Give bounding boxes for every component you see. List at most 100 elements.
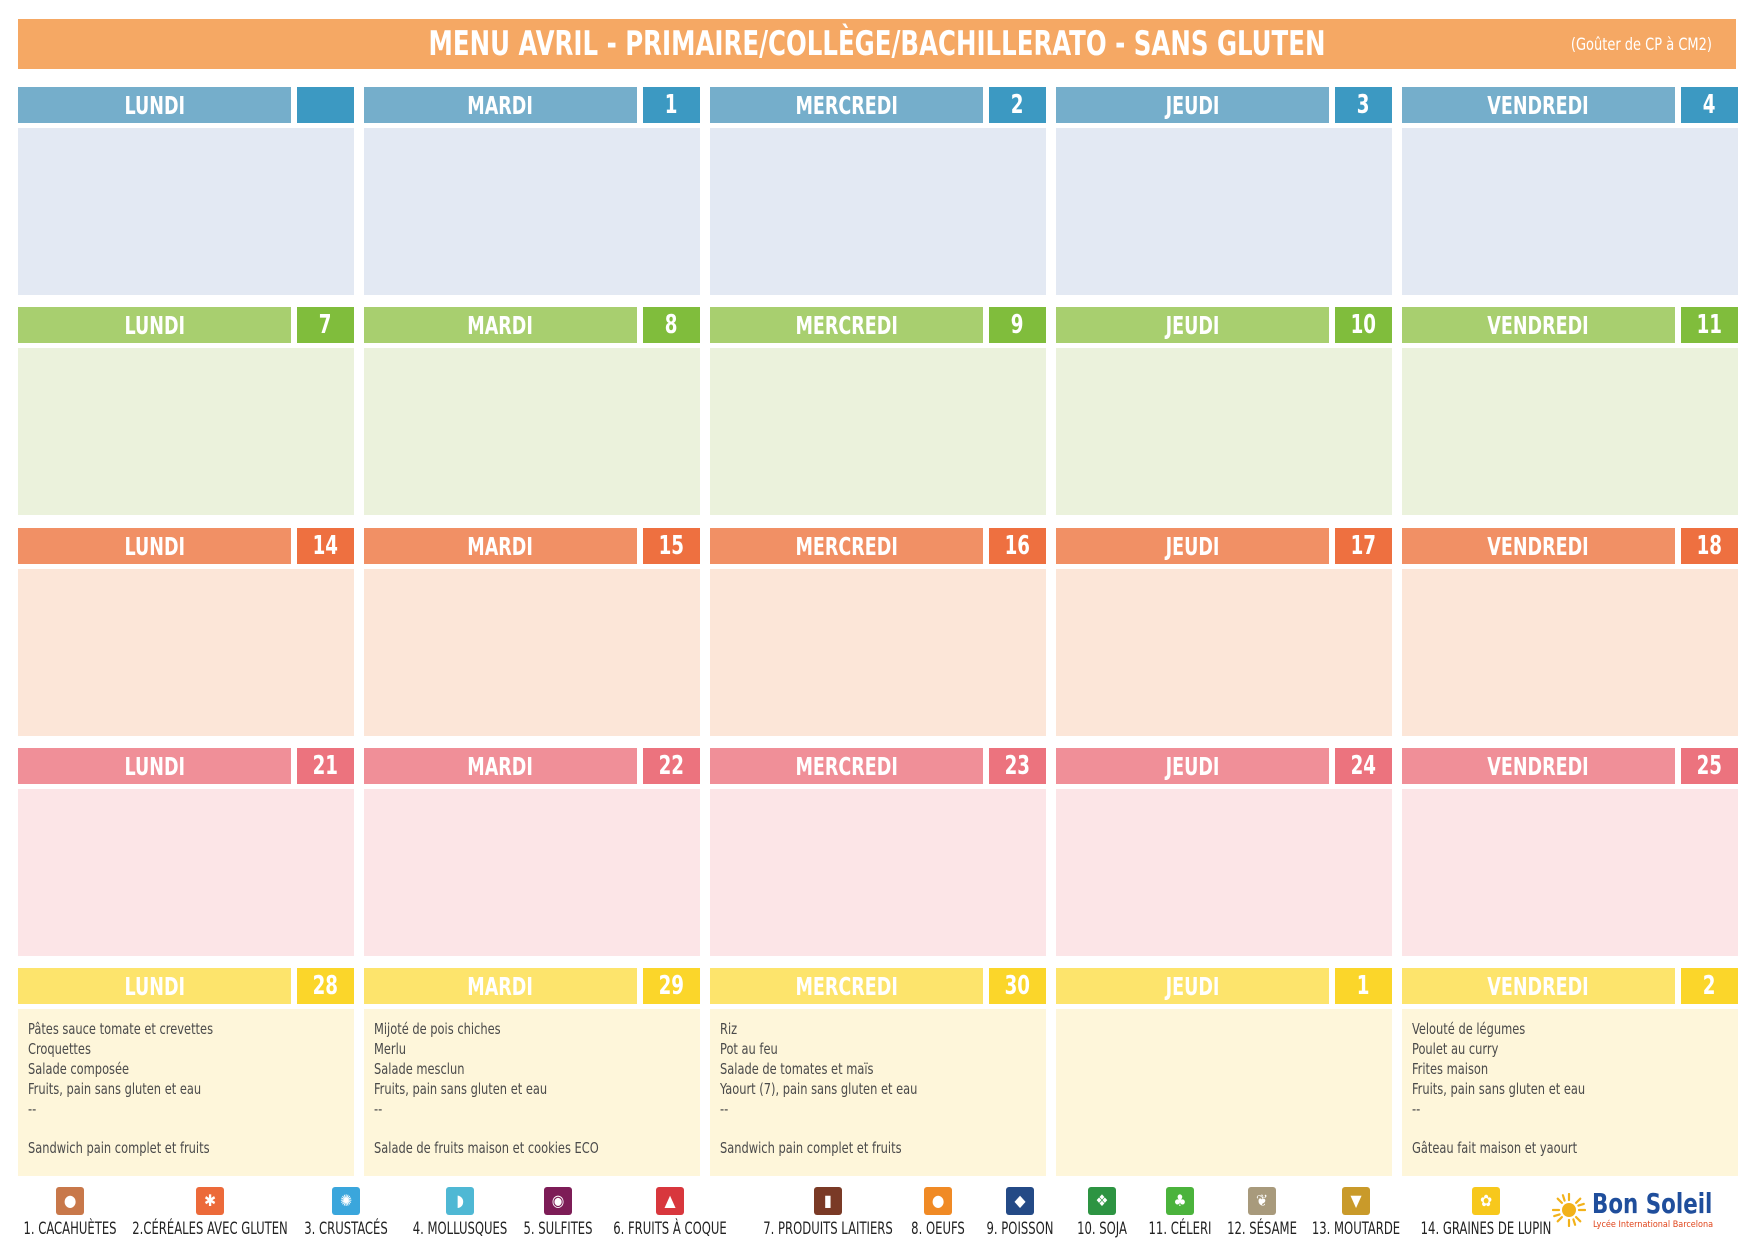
menu-item: Velouté de légumes xyxy=(1412,1020,1526,1038)
day-menu xyxy=(364,128,700,295)
mustard-icon: ▼ xyxy=(1342,1187,1370,1215)
allergen-label: 14. GRAINES DE LUPIN xyxy=(1420,1219,1552,1239)
menu-item: Pâtes sauce tomate et crevettes xyxy=(28,1020,214,1038)
allergen-label: 6. FRUITS À COQUE xyxy=(613,1219,727,1239)
allergen-label: 10. SOJA xyxy=(1077,1219,1127,1239)
menu-calendar: LUNDI MARDI 1 MERCREDI 2 JEUDI 3 VENDREDI 4 LUNDI… xyxy=(18,87,1738,1176)
sun-icon xyxy=(1552,1193,1586,1227)
peanut-icon: ● xyxy=(56,1187,84,1215)
day-menu xyxy=(18,128,354,295)
day-number-value: 9 xyxy=(1011,310,1024,340)
day-number: 16 xyxy=(989,528,1046,564)
day-number: 17 xyxy=(1335,528,1392,564)
day-header: MARDI xyxy=(364,307,637,343)
day-header: JEUDI xyxy=(1056,748,1329,784)
day-menu xyxy=(1056,348,1392,515)
day-number-value: 29 xyxy=(658,971,685,1001)
day-number-value: 15 xyxy=(658,531,685,561)
day-number: 30 xyxy=(989,968,1046,1004)
day-menu: Velouté de légumes Poulet au curry Frites … xyxy=(1402,1009,1738,1176)
eggs-icon: ● xyxy=(924,1187,952,1215)
day-number: 11 xyxy=(1681,307,1738,343)
day-number: 10 xyxy=(1335,307,1392,343)
day-header: VENDREDI xyxy=(1402,748,1675,784)
day-number xyxy=(297,87,354,123)
day-menu xyxy=(1402,569,1738,736)
day-header: MARDI xyxy=(364,968,637,1004)
menu-item: Fruits, pain sans gluten et eau xyxy=(1412,1080,1586,1098)
day-number-value: 18 xyxy=(1696,531,1723,561)
day-menu xyxy=(1056,569,1392,736)
day-number-value: 8 xyxy=(665,310,678,340)
day-number-value: 22 xyxy=(658,751,685,781)
wheat-icon: ✱ xyxy=(196,1187,224,1215)
day-header: VENDREDI xyxy=(1402,528,1675,564)
sulfite-icon: ◉ xyxy=(544,1187,572,1215)
menu-item: Fruits, pain sans gluten et eau xyxy=(28,1080,202,1098)
day-name: JEUDI xyxy=(1165,91,1220,120)
day-name: JEUDI xyxy=(1165,752,1220,781)
day-header: JEUDI xyxy=(1056,968,1329,1004)
menu-item: Frites maison xyxy=(1412,1060,1489,1078)
day-number: 3 xyxy=(1335,87,1392,123)
lupin-icon: ✿ xyxy=(1472,1187,1500,1215)
allergen-label: 4. MOLLUSQUES xyxy=(412,1219,508,1239)
day-number: 21 xyxy=(297,748,354,784)
title-bar: MENU AVRIL - PRIMAIRE/COLLÈGE/BACHILLERA… xyxy=(18,19,1736,69)
menu-item: -- xyxy=(28,1100,37,1118)
day-menu: Riz Pot au feu Salade de tomates et maïs Ya… xyxy=(710,1009,1046,1176)
day-header: LUNDI xyxy=(18,307,291,343)
day-name: MERCREDI xyxy=(795,311,898,340)
day-header: LUNDI xyxy=(18,748,291,784)
day-menu xyxy=(710,789,1046,956)
brand-tagline: Lycée International Barcelona xyxy=(1593,1220,1714,1230)
menu-item: Croquettes xyxy=(28,1040,91,1058)
day-menu xyxy=(1056,128,1392,295)
day-name: VENDREDI xyxy=(1487,311,1590,340)
menu-item: -- xyxy=(1412,1100,1421,1118)
day-number: 9 xyxy=(989,307,1046,343)
day-menu xyxy=(1402,789,1738,956)
day-number-value: 30 xyxy=(1004,971,1031,1001)
day-number: 8 xyxy=(643,307,700,343)
allergen-label: 12. SÉSAME xyxy=(1227,1219,1297,1239)
day-header: MERCREDI xyxy=(710,87,983,123)
day-header: LUNDI xyxy=(18,528,291,564)
allergen-label: 13. MOUTARDE xyxy=(1311,1219,1401,1239)
day-number-value: 21 xyxy=(312,751,339,781)
day-number-value: 1 xyxy=(1357,971,1370,1001)
day-number: 14 xyxy=(297,528,354,564)
day-menu xyxy=(364,348,700,515)
menu-item: Salade mesclun xyxy=(374,1060,465,1078)
brand-name: Bon Soleil xyxy=(1592,1187,1713,1220)
day-header: JEUDI xyxy=(1056,528,1329,564)
day-menu xyxy=(1402,128,1738,295)
day-header: VENDREDI xyxy=(1402,87,1675,123)
day-menu xyxy=(710,128,1046,295)
allergen-label: 11. CÉLERI xyxy=(1148,1219,1212,1239)
day-number: 18 xyxy=(1681,528,1738,564)
day-menu xyxy=(364,569,700,736)
nut-icon: ▲ xyxy=(656,1187,684,1215)
day-number: 4 xyxy=(1681,87,1738,123)
allergen-legend: ● 1. CACAHUÈTES ✱ 2.CÉRÉALES AVEC GLUTEN ✺ 3.… xyxy=(0,1175,1754,1240)
day-number: 1 xyxy=(1335,968,1392,1004)
menu-item: Fruits, pain sans gluten et eau xyxy=(374,1080,548,1098)
day-menu: Mijoté de pois chiches Merlu Salade mesclu… xyxy=(364,1009,700,1176)
day-name: LUNDI xyxy=(124,311,185,340)
day-number: 22 xyxy=(643,748,700,784)
day-name: MARDI xyxy=(467,91,534,120)
menu-item: Yaourt (7), pain sans gluten et eau xyxy=(720,1080,918,1098)
snack-item: Salade de fruits maison et cookies ECO xyxy=(374,1139,599,1157)
day-header: MARDI xyxy=(364,528,637,564)
milk-icon: ▮ xyxy=(814,1187,842,1215)
day-name: MERCREDI xyxy=(795,752,898,781)
day-number-value: 17 xyxy=(1350,531,1377,561)
day-name: JEUDI xyxy=(1165,532,1220,561)
menu-item: Mijoté de pois chiches xyxy=(374,1020,501,1038)
day-header: MERCREDI xyxy=(710,968,983,1004)
menu-item: -- xyxy=(720,1100,729,1118)
day-menu: Pâtes sauce tomate et crevettes Croquette… xyxy=(18,1009,354,1176)
day-name: LUNDI xyxy=(124,752,185,781)
day-number-value: 24 xyxy=(1350,751,1377,781)
